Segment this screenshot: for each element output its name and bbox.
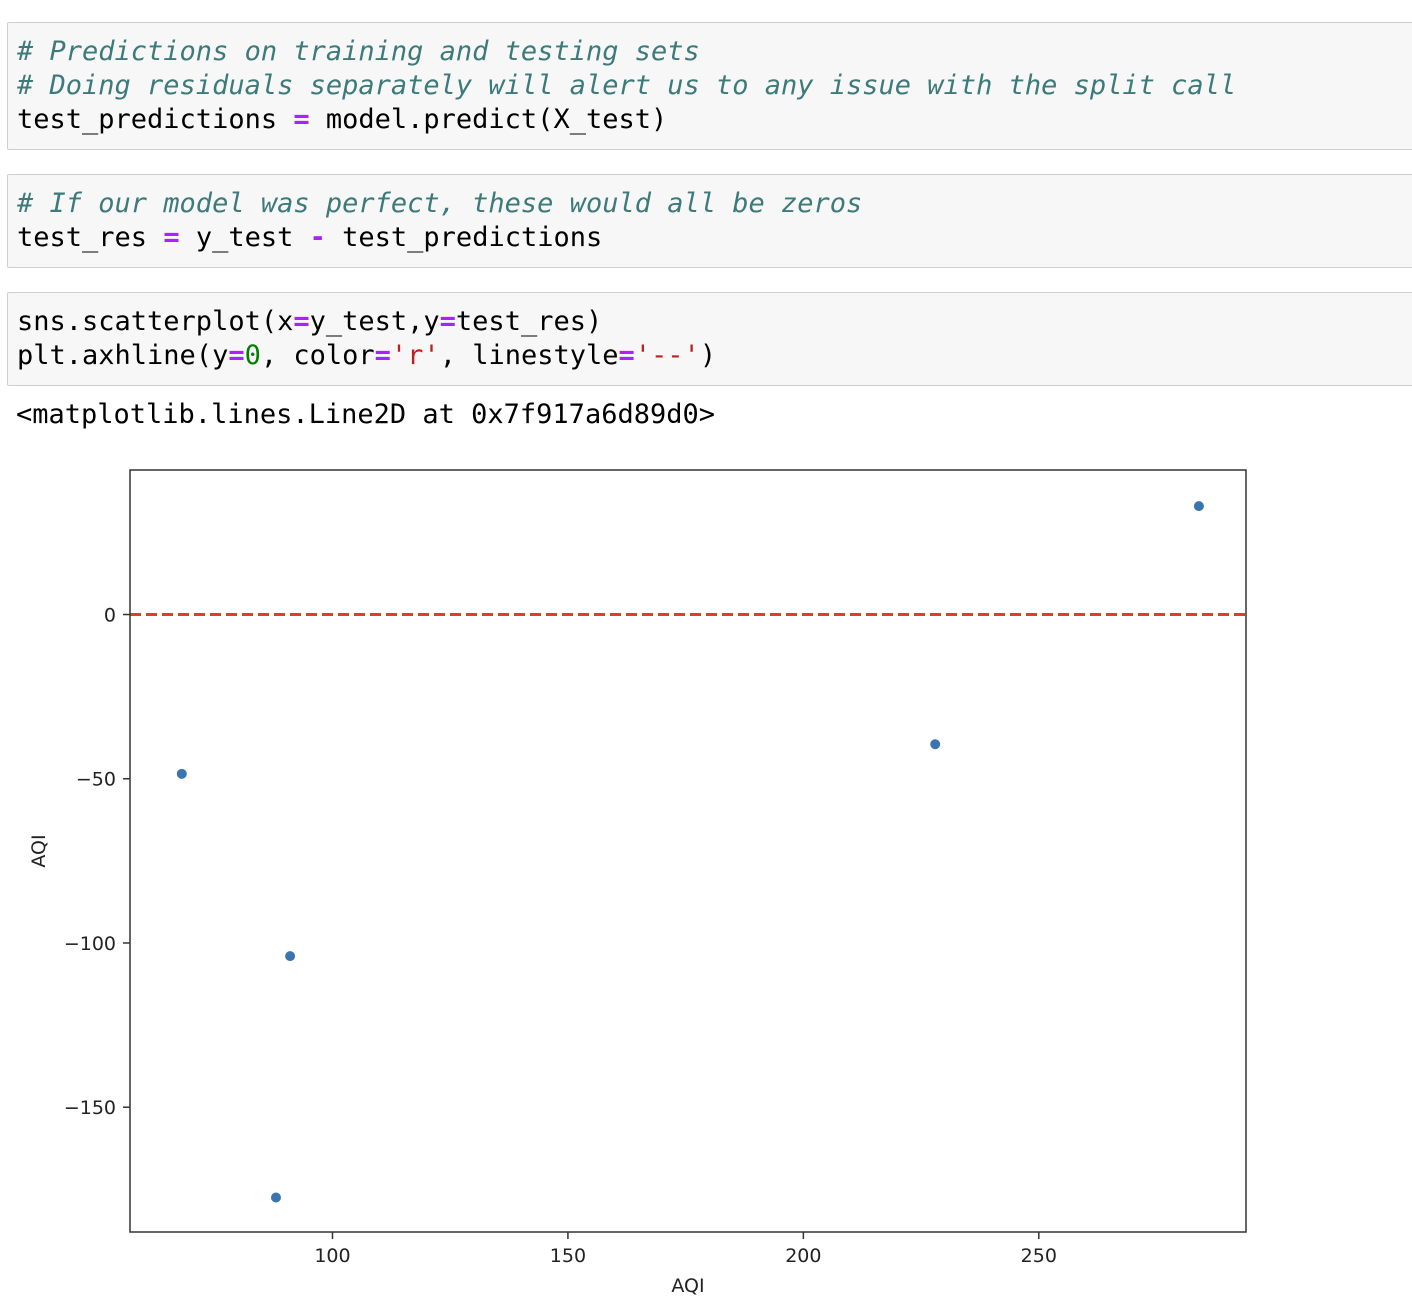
x-tick-label: 100 (314, 1245, 350, 1267)
code-token: 0 (244, 340, 261, 371)
code-token: # If our model was perfect, these would … (17, 188, 863, 219)
scatter-point (175, 767, 188, 780)
code-token: = (228, 340, 245, 371)
code-token: model.predict(X_test) (309, 104, 668, 135)
code-line: sns.scatterplot(x=y_test,y=test_res) (17, 305, 1412, 339)
code-token: , color (260, 340, 375, 371)
code-token: 'r' (390, 340, 440, 371)
code-token: sns.scatterplot(x (17, 306, 294, 337)
code-cell-1[interactable]: # Predictions on training and testing se… (7, 22, 1412, 150)
code-token: , linestyle (439, 340, 619, 371)
code-token: '--' (634, 340, 700, 371)
code-token: ) (699, 340, 717, 371)
code-token: test_predictions (325, 222, 603, 253)
code-token: = (439, 306, 456, 337)
code-line: # If our model was perfect, these would … (17, 187, 1412, 221)
x-tick-label: 150 (550, 1245, 586, 1267)
code-line: # Doing residuals separately will alert … (17, 69, 1412, 103)
code-line: # Predictions on training and testing se… (17, 35, 1412, 69)
y-tick-label: −150 (64, 1097, 116, 1119)
x-tick-label: 200 (785, 1245, 821, 1267)
code-token: = (163, 222, 180, 253)
plot-frame (129, 469, 1247, 1233)
code-token: = (293, 306, 310, 337)
scatter-point (269, 1191, 282, 1204)
code-token: y_test,y (309, 306, 440, 337)
code-line: test_res = y_test - test_predictions (17, 221, 1412, 255)
y-tick-label: −100 (64, 933, 116, 955)
code-cell-2[interactable]: # If our model was perfect, these would … (7, 174, 1412, 268)
code-token: plt.axhline(y (17, 340, 229, 371)
code-token: test_predictions (17, 104, 294, 135)
scatter-point (1192, 500, 1205, 513)
cell-output-text: <matplotlib.lines.Line2D at 0x7f917a6d89… (16, 399, 715, 430)
code-token: test_res (17, 222, 164, 253)
x-axis-label: AQI (671, 1275, 704, 1297)
y-axis-label: AQI (28, 834, 50, 867)
code-token: = (618, 340, 635, 371)
scatter-point (284, 950, 297, 963)
y-tick-label: −50 (76, 769, 116, 791)
code-line: plt.axhline(y=0, color='r', linestyle='-… (17, 339, 1412, 373)
residual-scatter-plot: 100 150 200 250 0 −50 −100 −150 AQI AQI (28, 469, 1247, 1297)
code-token: - (309, 222, 326, 253)
x-tick-label: 250 (1021, 1245, 1057, 1267)
scatter-point (929, 738, 942, 751)
code-token: test_res) (455, 306, 603, 337)
code-token: = (374, 340, 391, 371)
code-token: # Predictions on training and testing se… (17, 36, 700, 67)
code-cell-3[interactable]: sns.scatterplot(x=y_test,y=test_res) plt.… (7, 292, 1412, 386)
code-token: y_test (179, 222, 310, 253)
code-line: test_predictions = model.predict(X_test) (17, 103, 1412, 137)
code-token: # Doing residuals separately will alert … (17, 70, 1237, 101)
code-token: = (293, 104, 310, 135)
y-tick-label: 0 (104, 605, 116, 627)
